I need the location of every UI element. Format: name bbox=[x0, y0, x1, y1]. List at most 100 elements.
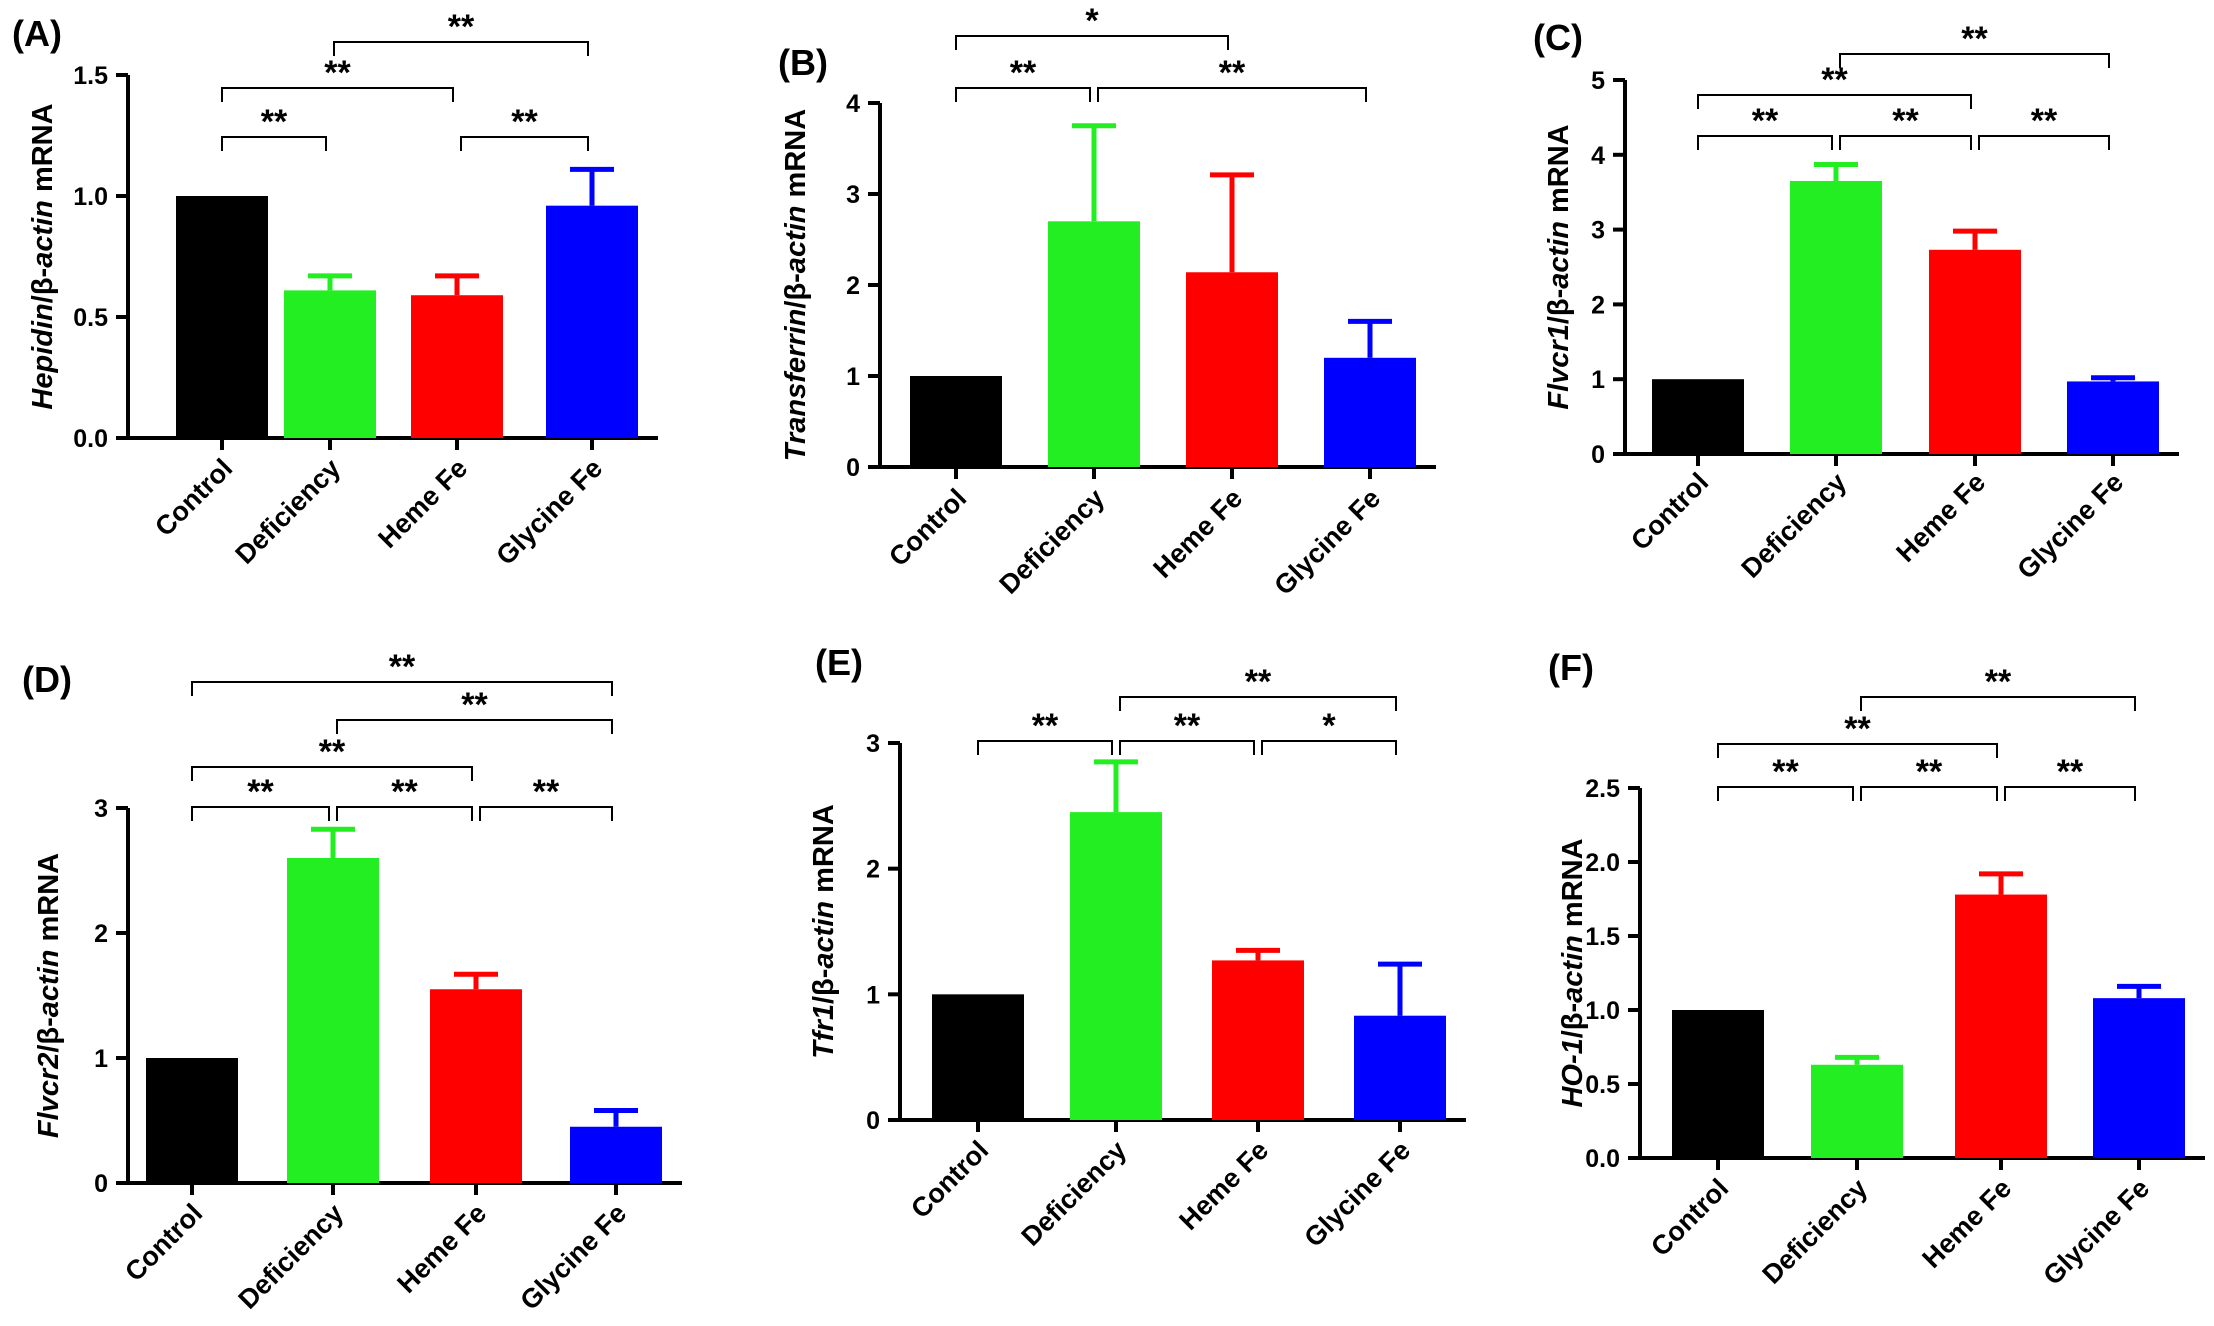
significance-label: ** bbox=[533, 773, 560, 811]
chart-panel-c: (C) 0 1 2 3 4 5 Flvcr1/β-actin mRNA Control Defic… bbox=[1533, 17, 2179, 585]
y-axis-label: HO-1/β-actin mRNA bbox=[1557, 838, 1589, 1107]
bar bbox=[1212, 960, 1304, 1120]
significance-label: ** bbox=[1821, 61, 1848, 99]
x-category-label: Control bbox=[119, 1198, 208, 1287]
bar bbox=[546, 205, 638, 438]
x-category-label: Control bbox=[1645, 1173, 1734, 1262]
y-tick-label: 0 bbox=[846, 454, 860, 482]
significance-bracket bbox=[1860, 696, 2136, 711]
significance-label: ** bbox=[511, 103, 538, 141]
significance-label: ** bbox=[1961, 20, 1988, 58]
x-category-label: Heme Fe bbox=[372, 453, 473, 554]
significance-label: ** bbox=[319, 733, 346, 771]
y-tick-label: 2 bbox=[94, 920, 108, 948]
bar bbox=[932, 994, 1024, 1120]
y-tick-label: 3 bbox=[94, 795, 108, 823]
y-axis-label: Flvcr1/β-actin mRNA bbox=[1543, 124, 1575, 409]
significance-bracket bbox=[221, 87, 454, 102]
y-axis-label-sep: /β- bbox=[27, 268, 59, 303]
significance-bracket bbox=[1697, 94, 1972, 109]
bar bbox=[1652, 379, 1744, 454]
x-category-label: Glycine Fe bbox=[1268, 483, 1386, 601]
significance-bracket bbox=[460, 136, 589, 151]
y-axis-label-unit: mRNA bbox=[1543, 124, 1575, 221]
y-tick-label: 0 bbox=[866, 1107, 880, 1135]
bar bbox=[287, 858, 379, 1183]
y-axis-label-unit: mRNA bbox=[780, 109, 812, 206]
y-axis-label-ref: actin bbox=[27, 200, 59, 268]
significance-bracket bbox=[1119, 696, 1397, 711]
x-category-label: Deficiency bbox=[233, 1198, 350, 1315]
significance-label: ** bbox=[391, 773, 418, 811]
y-tick-label: 0 bbox=[1591, 441, 1605, 469]
x-category-label: Glycine Fe bbox=[490, 453, 608, 571]
y-axis-label-gene: Hepidin bbox=[27, 303, 59, 409]
bar bbox=[1929, 249, 2021, 454]
significance-label: ** bbox=[461, 686, 488, 724]
y-axis-label-unit: mRNA bbox=[1557, 838, 1589, 935]
y-tick-label: 1 bbox=[866, 981, 880, 1009]
y-tick-label: 2 bbox=[1591, 291, 1605, 319]
y-tick-label: 4 bbox=[846, 90, 860, 118]
x-category-label: Control bbox=[883, 483, 972, 572]
y-axis-label-ref: actin bbox=[33, 950, 65, 1018]
significance-label: ** bbox=[2057, 753, 2084, 791]
significance-label: ** bbox=[1772, 753, 1799, 791]
y-tick-label: 0.5 bbox=[1585, 1071, 1620, 1099]
significance-bracket bbox=[1119, 740, 1255, 755]
y-tick-label: 2 bbox=[866, 856, 880, 884]
bar bbox=[1811, 1064, 1903, 1158]
bar bbox=[1070, 812, 1162, 1120]
x-category-label: Glycine Fe bbox=[514, 1198, 632, 1316]
y-axis-label-sep: /β- bbox=[808, 969, 840, 1004]
y-axis-label-gene: Transferrin bbox=[780, 309, 812, 462]
significance-bracket bbox=[955, 87, 1091, 102]
significance-label: ** bbox=[1844, 710, 1871, 748]
panel-label: (A) bbox=[12, 13, 62, 54]
significance-label: ** bbox=[261, 103, 288, 141]
significance-label: ** bbox=[1010, 54, 1037, 92]
x-category-label: Deficiency bbox=[1757, 1173, 1874, 1290]
y-tick-label: 3 bbox=[866, 730, 880, 758]
panel-label: (E) bbox=[815, 642, 863, 683]
bar bbox=[430, 989, 522, 1183]
significance-label: ** bbox=[1916, 753, 1943, 791]
bar bbox=[1048, 221, 1140, 467]
y-axis-label-gene: Flvcr2 bbox=[33, 1053, 65, 1138]
y-axis-label-sep: /β- bbox=[1557, 1003, 1589, 1038]
chart-panel-f: (F) 0.0 0.5 1.0 1.5 2.0 2.5 HO-1/β-actin mRNA Co… bbox=[1548, 647, 2205, 1291]
x-category-label: Deficiency bbox=[994, 483, 1111, 600]
significance-bracket bbox=[1839, 53, 2110, 68]
y-tick-label: 2.0 bbox=[1585, 849, 1620, 877]
y-tick-label: 5 bbox=[1591, 67, 1605, 95]
y-axis-label-gene: Tfr1 bbox=[808, 1004, 840, 1059]
y-tick-label: 2 bbox=[846, 272, 860, 300]
significance-bracket bbox=[1717, 743, 1998, 758]
significance-label: ** bbox=[448, 8, 475, 46]
bar bbox=[146, 1058, 238, 1183]
significance-bracket bbox=[191, 766, 473, 781]
bar bbox=[1790, 180, 1882, 455]
y-axis-label-unit: mRNA bbox=[808, 804, 840, 901]
panel-label: (F) bbox=[1548, 647, 1594, 688]
bar bbox=[910, 376, 1002, 467]
x-category-label: Heme Fe bbox=[1147, 483, 1248, 584]
x-category-label: Heme Fe bbox=[1890, 467, 1991, 568]
significance-label: ** bbox=[1032, 707, 1059, 745]
chart-panel-b: (B) 0 1 2 3 4 Transferrin/β-actin mRNA Control D… bbox=[778, 2, 1436, 601]
significance-label: ** bbox=[2031, 102, 2058, 140]
bar bbox=[1324, 357, 1416, 467]
panel-label: (B) bbox=[778, 42, 828, 83]
bar bbox=[1354, 1015, 1446, 1120]
bar bbox=[284, 290, 376, 438]
y-axis-label: Hepidin/β-actin mRNA bbox=[27, 103, 59, 409]
significance-bracket bbox=[955, 35, 1229, 50]
y-tick-label: 2.5 bbox=[1585, 775, 1620, 803]
y-axis-label-ref: actin bbox=[1557, 935, 1589, 1003]
significance-label: ** bbox=[1219, 54, 1246, 92]
bar bbox=[411, 295, 503, 438]
significance-bracket bbox=[1261, 740, 1397, 755]
x-category-label: Glycine Fe bbox=[2011, 467, 2129, 585]
significance-label: ** bbox=[1752, 102, 1779, 140]
y-axis-label-sep: /β- bbox=[780, 273, 812, 308]
